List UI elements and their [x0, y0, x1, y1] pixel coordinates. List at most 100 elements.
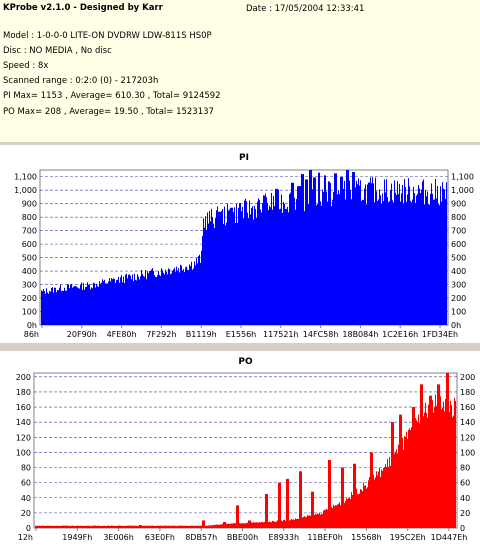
data-bar: [444, 189, 445, 325]
data-bar: [255, 522, 256, 528]
y-tick-label-left: 100: [16, 448, 31, 457]
data-bar: [378, 471, 379, 528]
data-bar: [168, 268, 169, 325]
data-bar: [333, 504, 334, 528]
data-bar: [289, 520, 290, 528]
data-bar: [42, 525, 43, 528]
data-bar: [391, 422, 392, 528]
data-bar: [354, 463, 355, 528]
data-bar: [236, 204, 237, 325]
data-bar: [384, 467, 385, 528]
pi-chart: PI 0h 0h 100 100 200 200 300 300 400 400 500 500 600 6…: [14, 153, 474, 339]
data-bar: [141, 524, 142, 528]
data-bar: [420, 384, 421, 528]
data-bar: [142, 526, 143, 528]
data-bar: [449, 412, 450, 528]
data-bar: [371, 183, 372, 325]
x-tick-label: BBE00h: [227, 533, 258, 542]
data-bar: [323, 192, 324, 325]
data-bar: [407, 438, 408, 528]
data-bar: [65, 525, 66, 528]
data-bar: [426, 412, 427, 528]
data-bar: [176, 266, 177, 325]
data-bar: [177, 270, 178, 325]
data-bar: [279, 209, 280, 325]
data-bar: [65, 290, 66, 325]
data-bar: [68, 284, 69, 325]
data-bar: [62, 290, 63, 325]
data-bar: [385, 464, 386, 528]
data-bar: [243, 218, 244, 325]
data-bar: [208, 223, 209, 325]
data-bar: [299, 186, 300, 325]
data-bar: [174, 267, 175, 325]
data-bar: [134, 273, 135, 325]
data-bar: [173, 525, 174, 528]
data-bar: [49, 525, 50, 528]
data-bar: [41, 525, 42, 528]
data-bar: [265, 493, 266, 528]
data-bar: [171, 525, 172, 528]
data-bar: [355, 463, 356, 528]
data-bar: [260, 209, 261, 325]
y-tick-label-left: 40: [21, 494, 31, 503]
data-bar: [72, 287, 73, 325]
data-bar: [424, 204, 425, 325]
data-bar: [286, 478, 287, 528]
data-bar: [400, 414, 401, 528]
data-bar: [61, 291, 62, 325]
data-bar: [170, 525, 171, 528]
data-bar: [243, 523, 244, 528]
data-bar: [241, 211, 242, 325]
data-bar: [45, 525, 46, 528]
data-bar: [89, 284, 90, 325]
data-bar: [248, 520, 249, 528]
data-bar: [63, 525, 64, 528]
data-bar: [334, 173, 335, 325]
data-bar: [192, 269, 193, 325]
data-bar: [87, 282, 88, 325]
data-bar: [370, 177, 371, 325]
data-bar: [435, 178, 436, 325]
data-bar: [319, 172, 320, 325]
data-bar: [217, 206, 218, 325]
y-tick-label-right: 180: [460, 388, 475, 397]
data-bar: [334, 506, 335, 528]
data-bar: [166, 272, 167, 325]
data-bar: [366, 204, 367, 325]
data-bar: [191, 261, 192, 325]
data-bar: [98, 525, 99, 528]
data-bar: [133, 281, 134, 325]
data-bar: [315, 513, 316, 528]
data-bar: [136, 280, 137, 325]
data-bar: [354, 172, 355, 325]
y-tick-label-left: 400: [22, 267, 37, 276]
data-bar: [136, 525, 137, 528]
y-tick-label-left: 120: [16, 433, 31, 442]
data-bar: [79, 525, 80, 528]
data-bar: [94, 283, 95, 325]
data-bar: [291, 519, 292, 528]
data-bar: [220, 524, 221, 528]
data-bar: [405, 437, 406, 528]
data-bar: [81, 282, 82, 325]
data-bar: [164, 274, 165, 325]
y-tick-label-right: 100: [460, 448, 475, 457]
data-bar: [202, 520, 203, 528]
data-bar: [325, 175, 326, 325]
data-bar: [59, 525, 60, 528]
data-bar: [281, 520, 282, 528]
data-bar: [338, 503, 339, 528]
data-bar: [240, 523, 241, 528]
data-bar: [215, 524, 216, 528]
data-bar: [198, 525, 199, 528]
data-bar: [58, 290, 59, 325]
data-bar: [46, 525, 47, 528]
data-bar: [48, 525, 49, 528]
data-bar: [114, 525, 115, 528]
data-bar: [269, 521, 270, 528]
data-bar: [175, 271, 176, 325]
data-bar: [331, 506, 332, 528]
data-bar: [343, 188, 344, 325]
data-bar: [189, 264, 190, 325]
